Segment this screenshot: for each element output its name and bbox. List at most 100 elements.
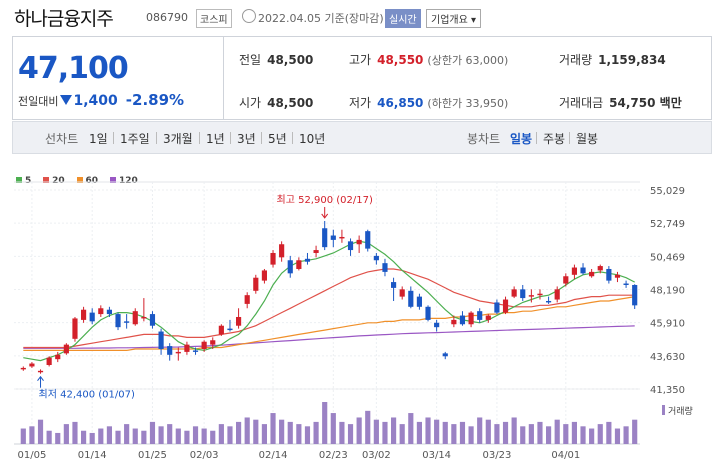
candle-body	[141, 316, 147, 319]
period-10y[interactable]: 10년	[299, 132, 326, 146]
volume-bar	[459, 421, 466, 444]
volume-bar	[632, 419, 638, 444]
x-tick-label: 02/23	[319, 450, 348, 461]
volume-bar	[468, 426, 474, 444]
volume-bar	[477, 417, 483, 444]
y-tick-label: 48,190	[650, 286, 685, 297]
y-tick-label: 41,350	[650, 385, 685, 396]
price-summary: 47,100 전일대비 1,400 -2.89% 전일 48,500 시가 48,500…	[12, 36, 712, 120]
period-monthly[interactable]: 월봉	[576, 132, 599, 146]
period-5y[interactable]: 5년	[268, 132, 287, 146]
price-change: 전일대비 1,400 -2.89%	[18, 91, 184, 109]
candle-body	[442, 353, 448, 357]
volume-value: 1,159,834	[598, 53, 666, 67]
candle-body	[632, 284, 638, 306]
candle-body	[528, 295, 534, 297]
trade-amount-value: 54,750 백만	[609, 96, 682, 110]
volume-label: 거래량	[559, 53, 593, 67]
change-percent: -2.89%	[125, 91, 185, 109]
candle-body	[115, 314, 121, 328]
candle-body	[270, 252, 276, 265]
volume-bar	[184, 430, 190, 444]
candle-body	[253, 277, 259, 291]
candle-body	[494, 302, 500, 313]
volume-bar	[167, 424, 173, 444]
candle-chart-button[interactable]: 봉차트	[467, 132, 501, 146]
legend-ma20-label: 20	[52, 176, 65, 186]
volume-bar	[201, 428, 207, 444]
ma60-swatch	[76, 177, 83, 183]
period-1d[interactable]: 1일	[89, 132, 108, 146]
candle-body	[416, 296, 422, 307]
prev-close-label: 전일	[239, 53, 262, 67]
volume-bar	[20, 428, 26, 444]
candle-body	[201, 341, 207, 349]
volume: 거래량 1,159,834	[559, 51, 666, 68]
candle-body	[192, 350, 199, 352]
low-label: 저가	[349, 96, 372, 110]
divider	[230, 132, 231, 144]
divider	[223, 37, 224, 119]
candle-body	[425, 306, 431, 320]
candle-body	[520, 289, 526, 299]
company-info-dropdown[interactable]: 기업개요 ▾	[426, 9, 481, 28]
period-1w[interactable]: 1주일	[120, 132, 150, 146]
period-3m[interactable]: 3개월	[163, 132, 193, 146]
period-daily[interactable]: 일봉	[510, 132, 533, 146]
legend-ma60: 60	[76, 176, 99, 186]
candle-body	[339, 236, 345, 239]
candle-body	[589, 271, 595, 277]
volume-bar	[416, 421, 422, 444]
y-tick-label: 52,749	[650, 219, 685, 230]
volume-bar	[442, 421, 448, 444]
candle-body	[468, 312, 474, 325]
realtime-button[interactable]: 실시간	[385, 9, 421, 28]
ma20-swatch	[43, 177, 50, 183]
candle-body	[356, 239, 362, 245]
candle-body	[279, 244, 285, 258]
low-arrowhead	[37, 375, 44, 382]
volume-bar	[149, 421, 156, 444]
high-label: 고가	[349, 53, 372, 67]
volume-legend-label: 거래량	[668, 405, 693, 417]
period-1y[interactable]: 1년	[206, 132, 225, 146]
candle-body	[261, 270, 267, 281]
line-chart-button[interactable]: 선차트	[45, 132, 79, 146]
volume-bar	[322, 402, 328, 444]
candle-body	[580, 267, 586, 274]
down-triangle-icon	[60, 95, 73, 105]
candle-body	[597, 266, 603, 271]
volume-bar	[72, 421, 78, 444]
base-date: 2022.04.05 기준(장마감)	[258, 12, 384, 25]
candle-body	[46, 357, 52, 365]
candle-body	[304, 258, 311, 262]
divider	[261, 132, 262, 144]
candle-body	[330, 235, 336, 240]
candle-body	[236, 316, 242, 326]
period-weekly[interactable]: 주봉	[543, 132, 566, 146]
volume-bar	[132, 428, 138, 444]
candle-body	[313, 250, 319, 253]
candle-body	[175, 351, 181, 354]
period-3y[interactable]: 3년	[237, 132, 256, 146]
high-arrowhead	[321, 213, 329, 219]
volume-legend-swatch	[662, 405, 665, 415]
clock-icon	[242, 9, 256, 23]
volume-bar	[563, 424, 569, 444]
lower-limit: (하한가 33,950)	[427, 97, 509, 110]
legend-ma60-label: 60	[85, 176, 99, 186]
candle-body	[158, 331, 164, 349]
volume-bar	[227, 426, 233, 444]
volume-bar	[330, 413, 336, 444]
volume-bar	[192, 426, 199, 444]
legend-ma120: 120	[109, 176, 138, 186]
volume-bar	[313, 421, 319, 444]
candle-body	[184, 344, 190, 352]
y-tick-label: 55,029	[650, 186, 685, 197]
volume-bar	[261, 424, 267, 444]
volume-bar	[382, 421, 388, 444]
candle-body	[502, 299, 509, 313]
volume-bar	[244, 417, 250, 444]
candle-body	[322, 228, 328, 248]
